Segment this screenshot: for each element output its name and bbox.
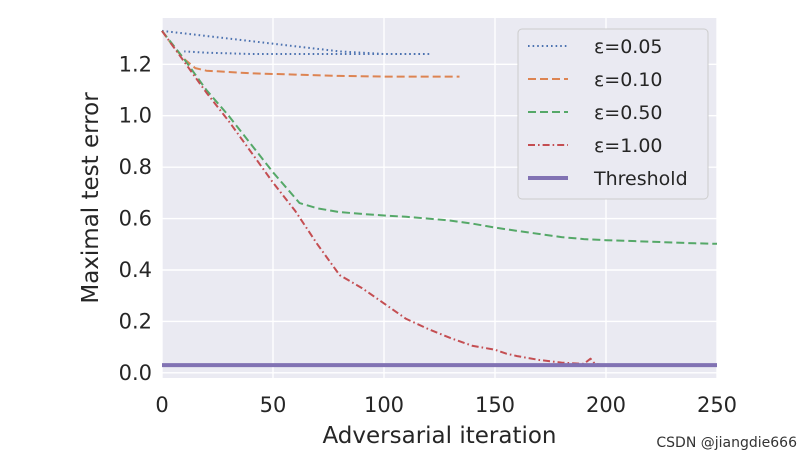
y-tick-label: 0.8 [119,155,152,179]
x-tick-label: 0 [155,393,168,417]
watermark: CSDN @jiangdie666 [656,435,797,451]
x-tick-label: 100 [364,393,404,417]
x-tick-label: 200 [586,393,626,417]
legend: ε=0.05 ε=0.10 ε=0.50 ε=1.00 Threshold [517,28,709,200]
x-tick-label: 250 [697,393,737,417]
y-tick-label: 0.2 [119,309,152,333]
y-tick-label: 0.4 [119,258,152,282]
ticks: 0 50 100 150 200 250 0.0 0.2 0.4 0.6 0.8 1.0 1.2 [119,52,737,417]
y-tick-label: 0.0 [119,361,152,385]
x-tick-label: 50 [260,393,287,417]
x-tick-label: 150 [475,393,515,417]
y-tick-label: 1.0 [119,104,152,128]
series-layer [161,29,718,368]
legend-label: Threshold [593,168,688,190]
y-axis-title: Maximal test error [78,92,104,304]
legend-label: ε=0.50 [594,102,663,124]
series-line--0-05 [161,29,430,55]
legend-label: ε=0.05 [594,36,663,58]
x-axis-title: Adversarial iteration [322,423,556,449]
series-line--1-00 [161,30,620,367]
legend-box [517,28,709,200]
y-tick-label: 1.2 [119,52,152,76]
series-line--0-50 [161,30,718,245]
legend-label: ε=0.10 [594,69,663,91]
y-tick-label: 0.6 [119,207,152,231]
legend-label: ε=1.00 [594,135,663,157]
